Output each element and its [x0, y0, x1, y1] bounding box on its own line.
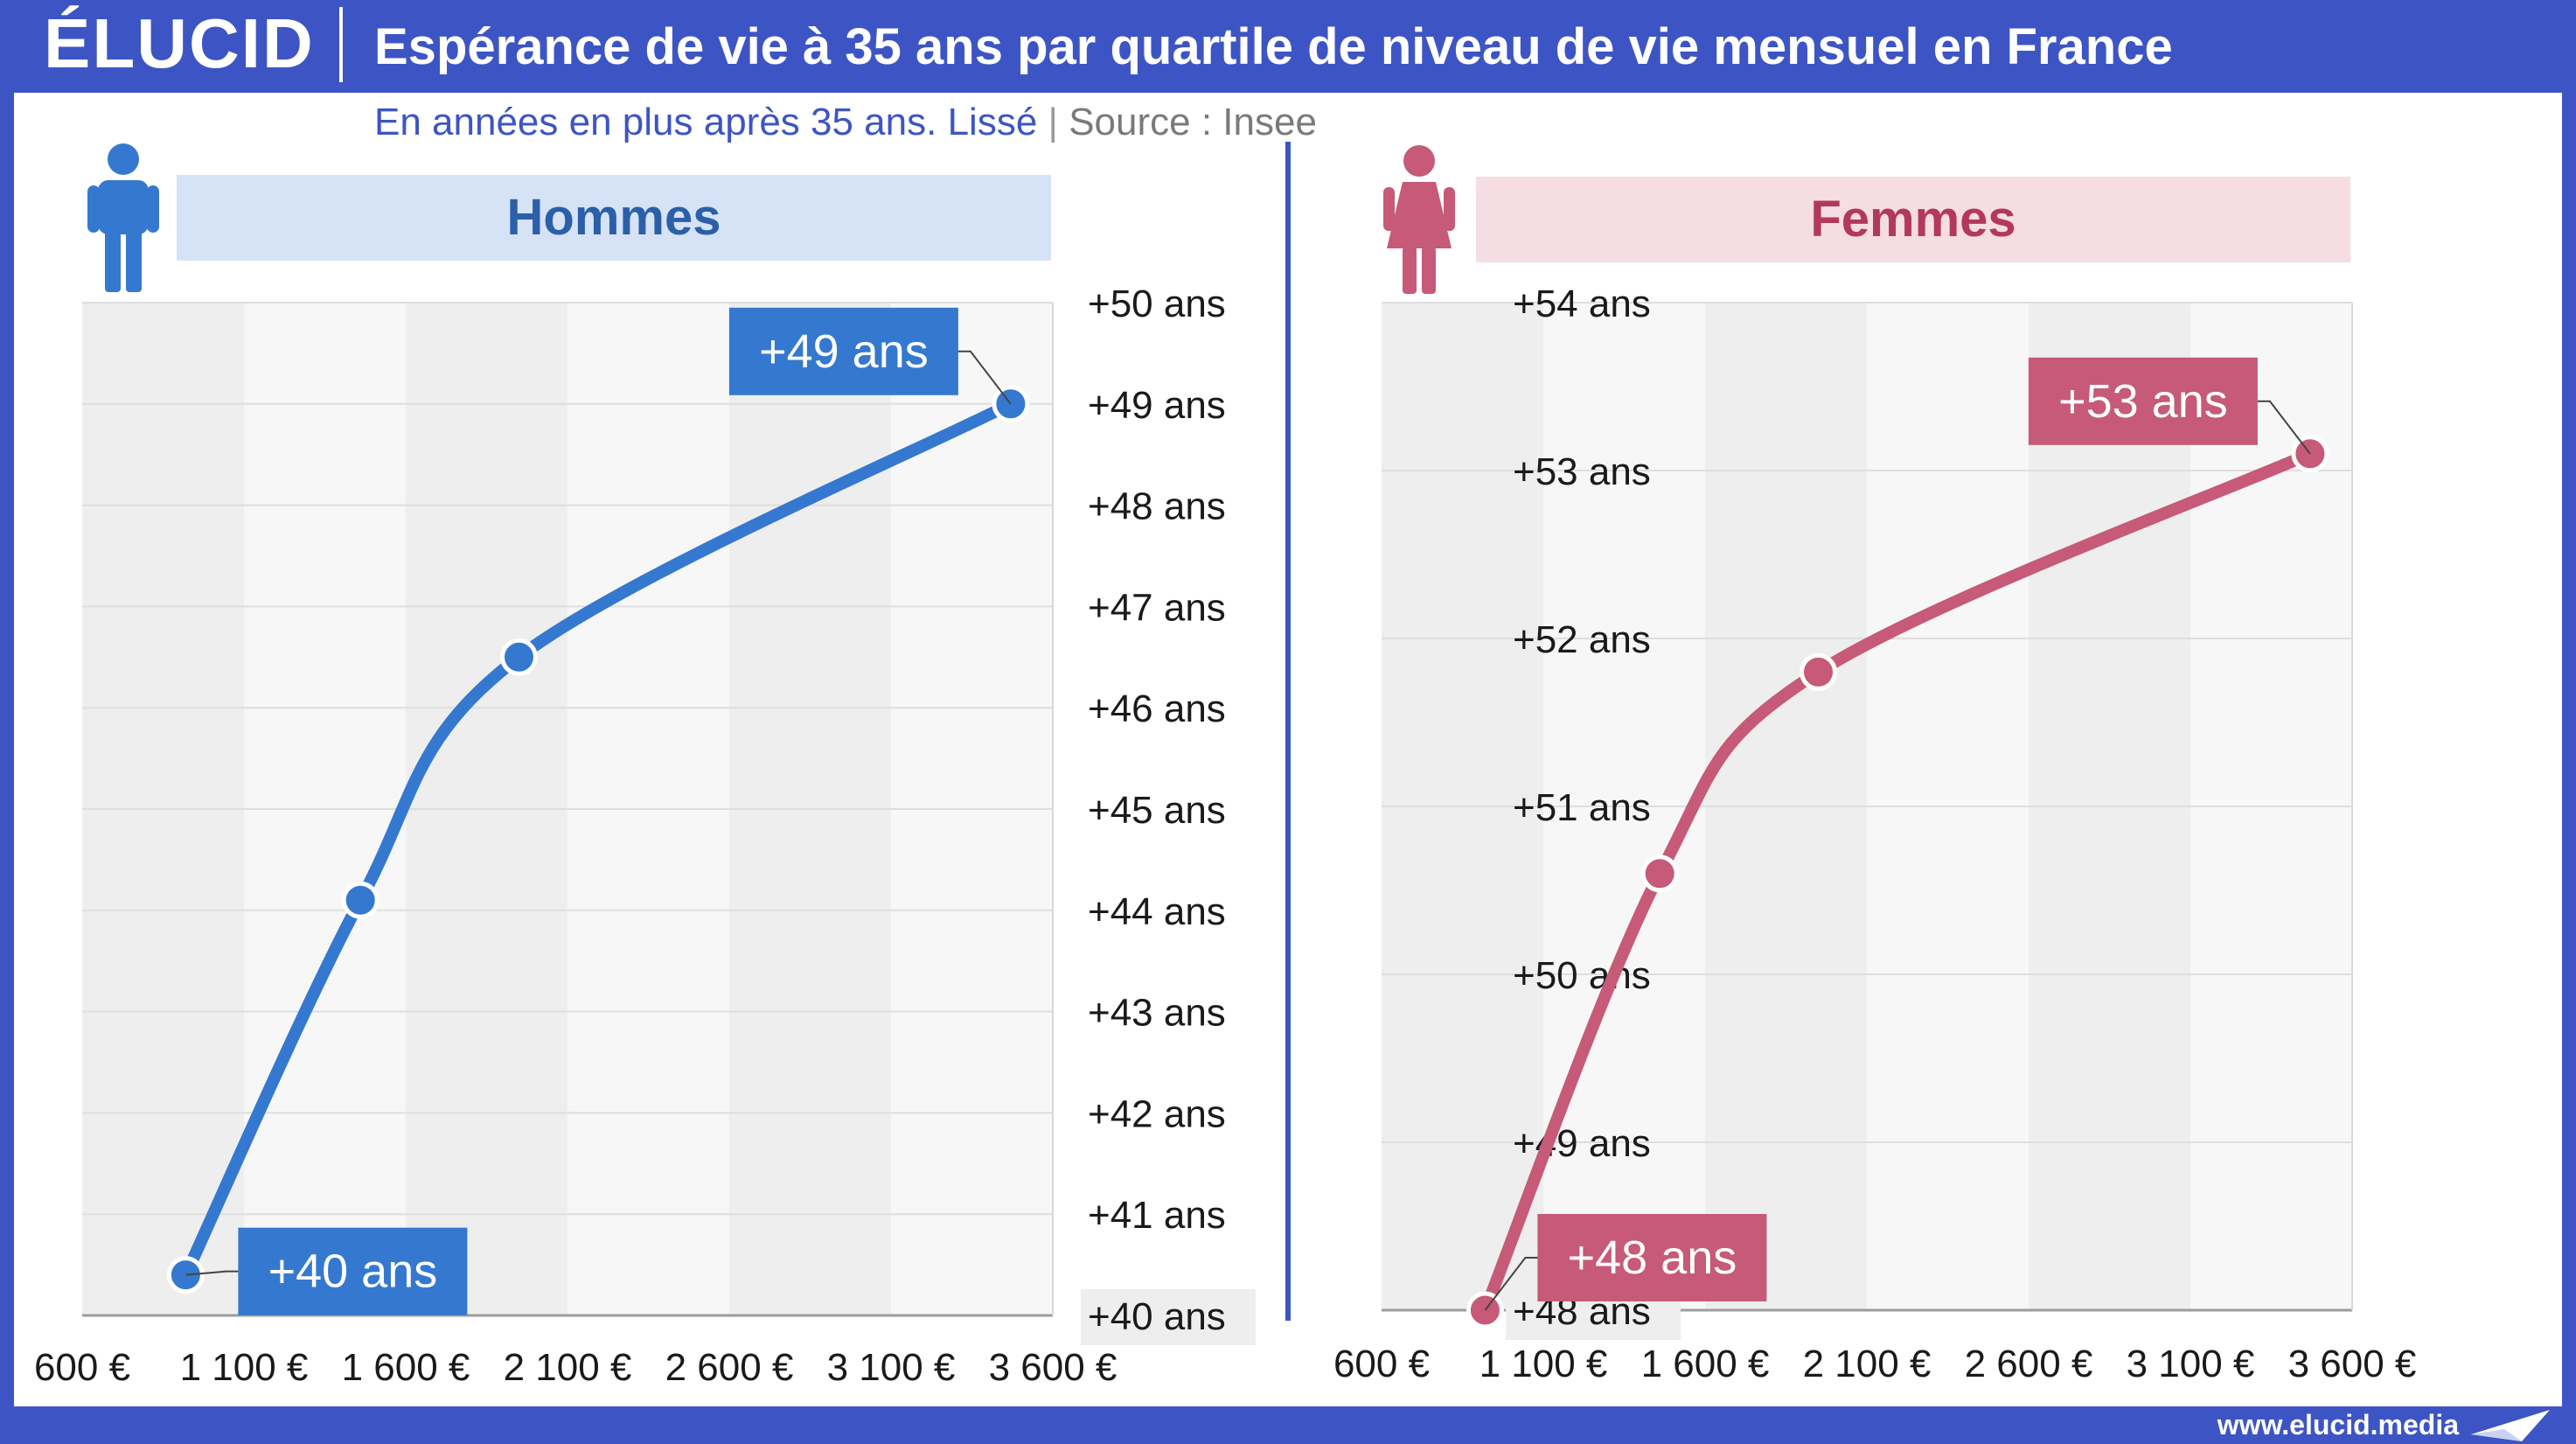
series-line: [179, 397, 1017, 1281]
value-label-box: [1537, 1214, 1767, 1301]
callout-leader: [1484, 1257, 1538, 1311]
value-label: +48 ans: [1568, 1231, 1737, 1284]
x-tick-label: 2 100 €: [1803, 1343, 1932, 1385]
x-tick-label: 1 600 €: [342, 1346, 470, 1389]
footer-url[interactable]: www.elucid.media: [2217, 1409, 2459, 1441]
x-tick-label: 3 600 €: [989, 1346, 1117, 1389]
y-tick-label: +50 ans: [1513, 954, 1651, 997]
data-point: [1800, 652, 1837, 691]
y-tick-label: +53 ans: [1513, 450, 1651, 493]
y-tick-label: +47 ans: [1088, 586, 1226, 629]
y-tick-label: +42 ans: [1088, 1092, 1226, 1135]
brand-logo: ÉLUCID: [44, 4, 315, 82]
x-tick-label: 2 100 €: [504, 1346, 632, 1389]
y-tick-label: +44 ans: [1088, 890, 1226, 933]
value-label-box: [2028, 357, 2258, 445]
x-tick-label: 600 €: [1333, 1343, 1430, 1385]
chart-women: +54 ans +53 ans +52 ans +51 ans +50 ans +49 a…: [1333, 283, 2416, 1385]
y-tick-bg: [1081, 1289, 1256, 1345]
panel-divider: [1285, 142, 1291, 1321]
y-tick-label: +49 ans: [1513, 1122, 1651, 1165]
data-point: [1640, 855, 1679, 893]
footer-bar: www.elucid.media: [0, 1406, 2576, 1444]
value-label: +49 ans: [759, 325, 929, 378]
y-tick-label: +41 ans: [1088, 1194, 1226, 1237]
panel-label-men: Hommes: [177, 175, 1051, 261]
y-tick-label: +51 ans: [1513, 786, 1651, 829]
y-tick-label: +46 ans: [1088, 687, 1226, 730]
x-tick-label: 1 100 €: [180, 1346, 309, 1389]
series-line: [1479, 447, 2316, 1316]
callout-leader: [2257, 400, 2311, 455]
y-tick-label: +45 ans: [1088, 789, 1226, 832]
callout-leader: [185, 1270, 239, 1276]
subtitle-text: En années en plus après 35 ans. Lissé: [374, 101, 1038, 143]
value-label: +53 ans: [2058, 375, 2228, 428]
chart-men: +50 ans +49 ans +48 ans +47 ans +46 ans +45 a…: [34, 283, 1256, 1389]
x-tick-label: 2 600 €: [1965, 1343, 2093, 1385]
x-tick-label: 600 €: [34, 1346, 130, 1389]
value-label-box: [238, 1227, 468, 1315]
woman-icon: [1383, 145, 1455, 294]
y-tick-label: +50 ans: [1088, 283, 1226, 325]
data-point: [500, 638, 538, 676]
x-tick-label: 3 100 €: [2127, 1343, 2255, 1385]
y-tick-label: +40 ans: [1088, 1295, 1226, 1338]
y-tick-label: +52 ans: [1513, 618, 1651, 661]
value-label-box: [728, 307, 958, 395]
x-tick-label: 3 600 €: [2288, 1343, 2417, 1385]
x-tick-label: 1 100 €: [1479, 1343, 1608, 1385]
logo-divider: [339, 7, 343, 82]
y-tick-label: +54 ans: [1513, 283, 1651, 325]
x-tick-label: 1 600 €: [1641, 1343, 1770, 1385]
chart-title: Espérance de vie à 35 ans par quartile d…: [374, 18, 2173, 75]
y-tick-label: +43 ans: [1088, 992, 1226, 1035]
panel-label-women: Femmes: [1476, 177, 2350, 262]
callout-leader: [957, 350, 1012, 405]
header-bar: ÉLUCID Espérance de vie à 35 ans par qua…: [0, 0, 2576, 87]
x-tick-label: 2 600 €: [665, 1346, 794, 1389]
data-point: [341, 881, 379, 919]
paper-plane-icon: [2471, 1410, 2550, 1441]
y-tick-label: +48 ans: [1088, 485, 1226, 528]
source-note: Source : Insee: [1069, 101, 1317, 143]
chart-subtitle: En années en plus après 35 ans. Lissé | …: [374, 94, 1317, 150]
x-tick-label: 3 100 €: [827, 1346, 956, 1389]
y-tick-label: +49 ans: [1088, 384, 1226, 427]
subtitle-separator: |: [1048, 101, 1058, 143]
value-label: +40 ans: [268, 1245, 438, 1298]
man-icon: [87, 143, 159, 292]
